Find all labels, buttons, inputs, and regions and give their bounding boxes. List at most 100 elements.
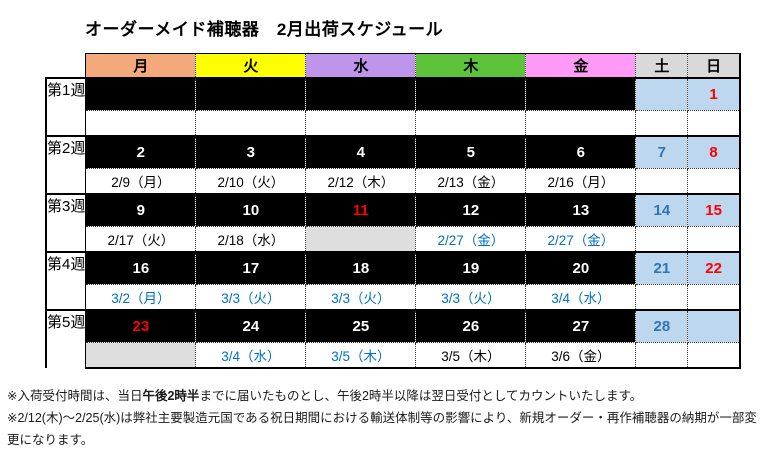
week-label-5: 第5週	[45, 309, 87, 368]
week-1-day-numbers-row: 第1週 1	[45, 77, 741, 136]
week-label-2: 第2週	[45, 135, 87, 194]
footnote-2: ※2/12(木)～2/25(水)は弊社主要製造元国である祝日期間における輸送体制…	[7, 407, 767, 451]
ship-date-cell-w3-tue: 2/18（水）	[195, 226, 307, 252]
week-2-day-numbers-row: 第2週 2 3 4 5 6 7 8	[45, 135, 741, 194]
day-cell-w1-mon	[85, 77, 197, 111]
day-cell-w4-sat: 21	[635, 251, 689, 285]
day-cell-w5-tue: 24	[195, 309, 307, 343]
ship-date-cell-w4-sun	[687, 284, 741, 310]
ship-date-cell-w3-sun	[687, 226, 741, 252]
week-1-ship-dates-row	[46, 110, 741, 136]
day-header-thu: 木	[415, 53, 527, 79]
footnote-1: ※入荷受付時間は、当日午後2時半までに届いたものとし、午後2時半以降は翌日受付と…	[7, 385, 767, 407]
day-cell-w4-mon: 16	[85, 251, 197, 285]
day-cell-w1-thu	[415, 77, 527, 111]
day-cell-w4-thu: 19	[415, 251, 527, 285]
day-cell-w4-fri: 20	[525, 251, 637, 285]
ship-date-cell-w1-tue	[195, 110, 307, 136]
ship-date-cell-w1-sun	[687, 110, 741, 136]
weeks-body: 第1週 1 第2週 2 3 4 5 6 7 8 2/9（月） 2/10（火） 2/12（木） 2/13（金…	[45, 77, 741, 369]
shipping-schedule-table: 月火水木金土日 第1週 1 第2週 2 3 4 5 6 7 8 2/9（月） 2/10（火） 2/12（…	[45, 53, 741, 369]
day-cell-w2-mon: 2	[85, 135, 197, 169]
day-header-row: 月火水木金土日	[46, 53, 741, 79]
footnotes: ※入荷受付時間は、当日午後2時半までに届いたものとし、午後2時半以降は翌日受付と…	[7, 385, 767, 451]
ship-date-cell-w5-tue: 3/4（水）	[195, 342, 307, 369]
day-header-fri: 金	[525, 53, 637, 79]
day-cell-w1-sat	[635, 77, 689, 111]
ship-date-cell-w3-fri: 2/27（金）	[525, 226, 637, 252]
week-4-day-numbers-row: 第4週 16 17 18 19 20 21 22	[45, 251, 741, 310]
ship-date-cell-w2-wed: 2/12（木）	[305, 168, 417, 194]
day-cell-w3-thu: 12	[415, 193, 527, 227]
footnote-1-segment-3: までに届いたものとし、午後2時半以降は翌日受付としてカウントいたします。	[199, 389, 643, 403]
week-4-ship-dates-row: 3/2（月） 3/3（火） 3/3（火） 3/3（火） 3/4（水）	[46, 284, 741, 310]
ship-date-cell-w5-mon	[85, 342, 197, 369]
week-2-ship-dates-row: 2/9（月） 2/10（火） 2/12（木） 2/13（金） 2/16（月）	[46, 168, 741, 194]
ship-date-cell-w1-sat	[635, 110, 689, 136]
week-label-1: 第1週	[45, 77, 87, 136]
day-header-sun: 日	[687, 53, 741, 79]
ship-date-cell-w1-fri	[525, 110, 637, 136]
day-header-sat: 土	[635, 53, 689, 79]
ship-date-cell-w4-fri: 3/4（水）	[525, 284, 637, 310]
day-cell-w5-mon: 23	[85, 309, 197, 343]
ship-date-cell-w3-thu: 2/27（金）	[415, 226, 527, 252]
footnote-1-segment-1: ※入荷受付時間は、当日	[7, 389, 143, 403]
ship-date-cell-w4-mon: 3/2（月）	[85, 284, 197, 310]
day-cell-w2-fri: 6	[525, 135, 637, 169]
footnote-1-segment-2: 午後2時半	[142, 389, 200, 403]
page-title: オーダーメイド補聴器 2月出荷スケジュール	[85, 20, 444, 39]
ship-date-cell-w2-fri: 2/16（月）	[525, 168, 637, 194]
day-cell-w2-sat: 7	[635, 135, 689, 169]
day-cell-w2-sun: 8	[687, 135, 741, 169]
ship-date-cell-w4-sat	[635, 284, 689, 310]
ship-date-cell-w5-fri: 3/6（金）	[525, 342, 637, 369]
day-cell-w4-tue: 17	[195, 251, 307, 285]
day-cell-w1-wed	[305, 77, 417, 111]
ship-date-cell-w2-sun	[687, 168, 741, 194]
day-cell-w5-fri: 27	[525, 309, 637, 343]
day-cell-w3-wed: 11	[305, 193, 417, 227]
day-cell-w2-thu: 5	[415, 135, 527, 169]
day-cell-w4-wed: 18	[305, 251, 417, 285]
footnote-2-segment-1: ※2/12(木)～2/25(水)は弊社主要製造元国である祝日期間における輸送体制…	[7, 411, 757, 447]
ship-date-cell-w3-wed	[305, 226, 417, 252]
ship-date-cell-w1-wed	[305, 110, 417, 136]
day-cell-w2-tue: 3	[195, 135, 307, 169]
day-cell-w1-sun: 1	[687, 77, 741, 111]
week-3-ship-dates-row: 2/17（火） 2/18（水） 2/27（金） 2/27（金）	[46, 226, 741, 252]
ship-date-cell-w1-mon	[85, 110, 197, 136]
day-cell-w1-fri	[525, 77, 637, 111]
ship-date-cell-w2-thu: 2/13（金）	[415, 168, 527, 194]
week-5-ship-dates-row: 3/4（水） 3/5（木） 3/5（木） 3/6（金）	[46, 342, 741, 369]
day-cell-w4-sun: 22	[687, 251, 741, 285]
ship-date-cell-w2-tue: 2/10（火）	[195, 168, 307, 194]
ship-date-cell-w5-wed: 3/5（木）	[305, 342, 417, 369]
ship-date-cell-w5-sun	[687, 342, 741, 369]
ship-date-cell-w1-thu	[415, 110, 527, 136]
ship-date-cell-w4-wed: 3/3（火）	[305, 284, 417, 310]
ship-date-cell-w4-thu: 3/3（火）	[415, 284, 527, 310]
week-3-day-numbers-row: 第3週 9 10 11 12 13 14 15	[45, 193, 741, 252]
week-label-3: 第3週	[45, 193, 87, 252]
day-cell-w3-sun: 15	[687, 193, 741, 227]
corner-cell	[46, 53, 86, 78]
day-cell-w3-sat: 14	[635, 193, 689, 227]
day-cell-w5-thu: 26	[415, 309, 527, 343]
ship-date-cell-w3-sat	[635, 226, 689, 252]
ship-date-cell-w2-mon: 2/9（月）	[85, 168, 197, 194]
ship-date-cell-w4-tue: 3/3（火）	[195, 284, 307, 310]
day-cell-w2-wed: 4	[305, 135, 417, 169]
ship-date-cell-w5-thu: 3/5（木）	[415, 342, 527, 369]
week-5-day-numbers-row: 第5週 23 24 25 26 27 28	[45, 309, 741, 368]
day-header-mon: 月	[85, 53, 197, 79]
day-header-wed: 水	[305, 53, 417, 79]
ship-date-cell-w3-mon: 2/17（火）	[85, 226, 197, 252]
day-cell-w5-wed: 25	[305, 309, 417, 343]
day-cell-w1-tue	[195, 77, 307, 111]
week-label-4: 第4週	[45, 251, 87, 310]
ship-date-cell-w2-sat	[635, 168, 689, 194]
day-cell-w3-tue: 10	[195, 193, 307, 227]
day-cell-w3-fri: 13	[525, 193, 637, 227]
ship-date-cell-w5-sat	[635, 342, 689, 369]
